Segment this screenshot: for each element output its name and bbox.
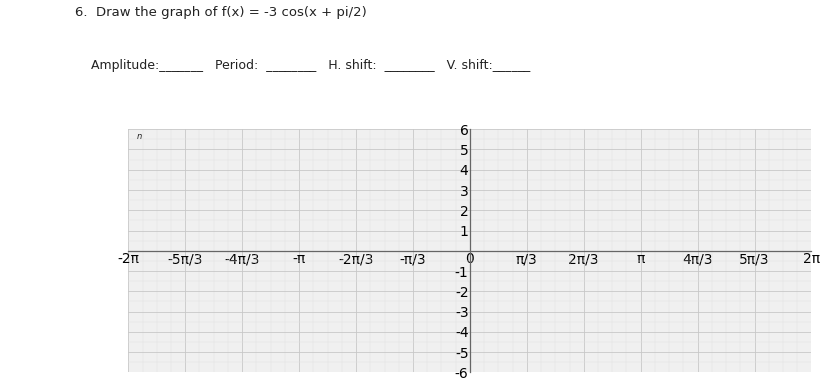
Text: 6.  Draw the graph of f(x) = -3 cos(x + pi/2): 6. Draw the graph of f(x) = -3 cos(x + p… xyxy=(74,6,366,19)
Text: n: n xyxy=(136,132,141,141)
Text: Amplitude:_______   Period:  ________   H. shift:  ________   V. shift:______: Amplitude:_______ Period: ________ H. sh… xyxy=(74,59,529,72)
